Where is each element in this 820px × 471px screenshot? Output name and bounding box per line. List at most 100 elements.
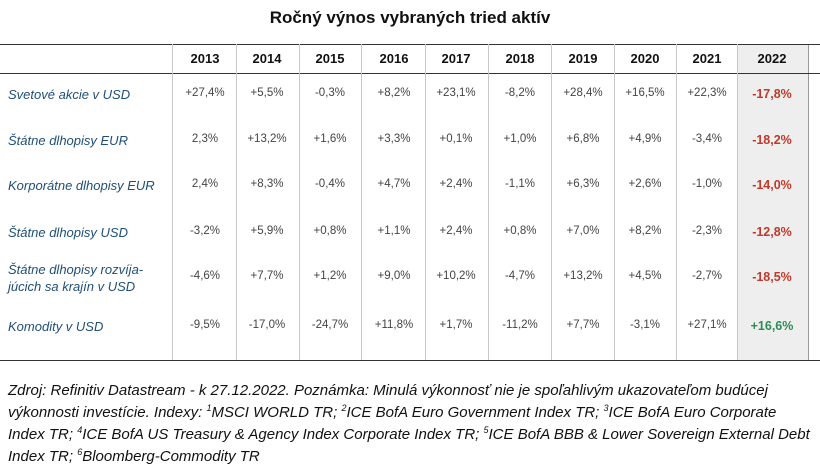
value-cell: +13,2% — [563, 270, 603, 282]
footnote-sup-6: 6 — [77, 447, 83, 457]
value-cell: -4,7% — [504, 270, 536, 282]
column-separator — [361, 44, 362, 360]
column-separator — [172, 44, 173, 360]
source-footnote: Zdroj: Refinitiv Datastream - k 27.12.20… — [8, 380, 813, 468]
footnote-sup-5: 5 — [483, 425, 489, 435]
value-cell: +7,7% — [566, 319, 600, 331]
year-header-2020: 2020 — [630, 51, 660, 66]
year-header-2019: 2019 — [568, 51, 598, 66]
value-cell: -3,1% — [629, 319, 661, 331]
year-header-2016: 2016 — [379, 51, 409, 66]
value-cell: +9,0% — [377, 270, 411, 282]
value-cell: -2,7% — [691, 270, 723, 282]
column-separator — [551, 44, 552, 360]
footnote-sup-1: 1 — [206, 403, 212, 413]
value-cell: -4,6% — [189, 270, 221, 282]
row-label-line: Štátne dlhopisy rozvíja- — [8, 262, 144, 277]
value-cell: +22,3% — [687, 87, 727, 99]
value-cell: +4,5% — [628, 270, 662, 282]
year-header-2013: 2013 — [190, 51, 220, 66]
value-cell: -0,4% — [314, 178, 346, 190]
value-cell: +23,1% — [436, 87, 476, 99]
value-cell: -3,4% — [691, 133, 723, 145]
value-cell: -3,2% — [189, 225, 221, 237]
column-separator — [737, 44, 738, 360]
column-separator — [676, 44, 677, 360]
value-cell: +13,2% — [247, 133, 287, 145]
footnote-sup-4: 4 — [77, 425, 83, 435]
value-cell: -1,1% — [504, 178, 536, 190]
value-cell: +27,1% — [687, 319, 727, 331]
footnote-index-6: Bloomberg-Commodity TR — [82, 448, 260, 465]
value-cell: +0,8% — [313, 225, 347, 237]
value-cell: -11,2% — [502, 319, 538, 331]
value-cell: +1,2% — [313, 270, 347, 282]
value-cell: +2,4% — [439, 178, 473, 190]
value-cell: +6,8% — [566, 133, 600, 145]
year-header-2017: 2017 — [441, 51, 471, 66]
row-label: Komodity v USD — [8, 319, 104, 334]
value-cell: -24,7% — [311, 319, 349, 331]
value-cell: +2,4% — [439, 225, 473, 237]
value-cell: +0,1% — [439, 133, 473, 145]
value-cell: +16,5% — [625, 87, 665, 99]
column-separator — [299, 44, 300, 360]
value-cell: -2,3% — [691, 225, 723, 237]
footnote-text: Zdroj: Refinitiv Datastream - k 27.12.20… — [8, 382, 768, 421]
value-cell: +8,2% — [628, 225, 662, 237]
header-row: 2013 2014 2015 2016 2017 2018 2019 2020 2021 2022 — [0, 44, 820, 74]
chart-title: Ročný výnos vybraných tried aktív — [269, 8, 551, 27]
row-label-line: júcich sa krajín v USD — [8, 279, 136, 294]
year-header-2015: 2015 — [315, 51, 345, 66]
value-cell: +3,3% — [377, 133, 411, 145]
column-separator — [425, 44, 426, 360]
value-cell: +4,9% — [628, 133, 662, 145]
value-cell: -8,2% — [504, 87, 536, 99]
value-cell: -18,2% — [752, 133, 792, 147]
column-separator — [488, 44, 489, 360]
value-cell: +1,6% — [313, 133, 347, 145]
value-cell: -18,5% — [752, 270, 792, 284]
value-cell: +1,0% — [503, 133, 537, 145]
table-bottom-border — [0, 360, 820, 361]
row-label: Štátne dlhopisy EUR — [8, 133, 128, 148]
value-cell: +11,8% — [374, 319, 414, 331]
footnote-sup-3: 3 — [603, 403, 609, 413]
returns-table: 2013 2014 2015 2016 2017 2018 2019 2020 2021 2022… — [0, 44, 820, 361]
value-cell: +4,7% — [377, 178, 411, 190]
value-cell: +1,7% — [439, 319, 473, 331]
value-cell: +7,0% — [566, 225, 600, 237]
value-cell: -12,8% — [752, 225, 792, 239]
value-cell: +16,6% — [750, 319, 794, 333]
footnote-index-3: ICE BofA Euro Corporate Index TR; — [8, 404, 777, 443]
value-cell: -14,0% — [752, 178, 792, 192]
value-cell: +6,3% — [566, 178, 600, 190]
value-cell: 2,4% — [191, 178, 219, 190]
value-cell: -1,0% — [691, 178, 723, 190]
value-cell: +1,1% — [377, 225, 411, 237]
value-cell: +10,2% — [436, 270, 476, 282]
footnote-sup-2: 2 — [341, 403, 347, 413]
value-cell: +27,4% — [185, 87, 225, 99]
value-cell: +28,4% — [563, 87, 603, 99]
row-label: Štátne dlhopisy rozvíja-júcich sa krajín… — [8, 261, 143, 295]
row-label: Štátne dlhopisy USD — [8, 225, 128, 240]
column-separator — [236, 44, 237, 360]
year-header-2022: 2022 — [757, 51, 787, 66]
value-cell: -17,0% — [248, 319, 286, 331]
value-cell: +5,9% — [250, 225, 284, 237]
year-header-2018: 2018 — [505, 51, 535, 66]
value-cell: 2,3% — [191, 133, 219, 145]
value-cell: +2,6% — [628, 178, 662, 190]
value-cell: -9,5% — [189, 319, 221, 331]
footnote-index-2: ICE BofA Euro Government Index TR; — [346, 404, 604, 421]
footnote-index-4: ICE BofA US Treasury & Agency Index Corp… — [82, 426, 484, 443]
value-cell: -0,3% — [314, 87, 346, 99]
year-header-2014: 2014 — [252, 51, 282, 66]
highlight-column-2022 — [737, 44, 809, 360]
value-cell: +0,8% — [503, 225, 537, 237]
footnote-index-5: ICE BofA BBB & Lower Sovereign External … — [8, 426, 810, 465]
row-label: Korporátne dlhopisy EUR — [8, 178, 155, 193]
value-cell: -17,8% — [752, 87, 792, 101]
column-separator — [614, 44, 615, 360]
